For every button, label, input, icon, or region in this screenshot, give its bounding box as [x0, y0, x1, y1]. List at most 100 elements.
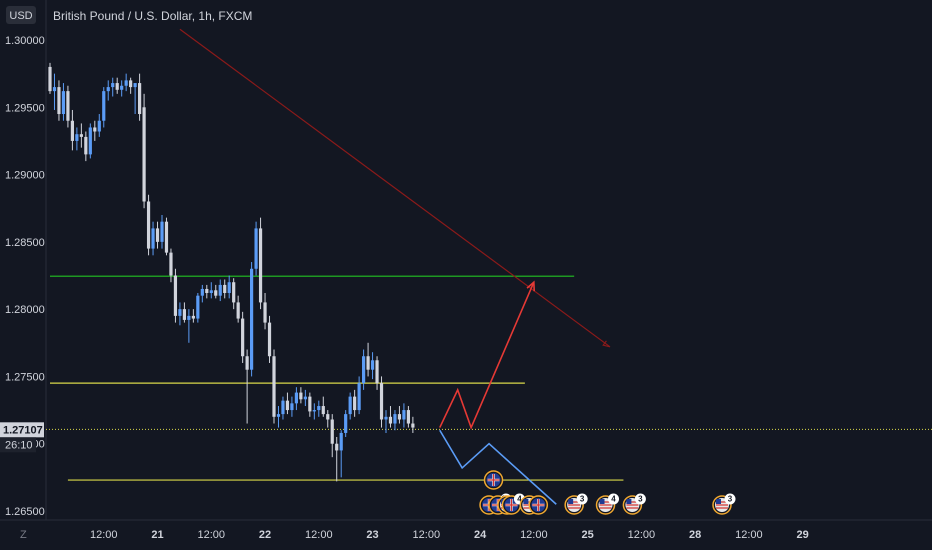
candle-body [61, 91, 66, 115]
event-count-badge [634, 493, 646, 505]
candle-body [142, 107, 146, 202]
event-marker[interactable] [528, 495, 549, 515]
candle [406, 406, 410, 428]
candle [178, 302, 182, 326]
candle [169, 248, 173, 283]
candle [155, 221, 160, 249]
event-count-text: 3 [728, 495, 733, 504]
candle [75, 127, 79, 151]
candle-body [84, 136, 88, 155]
candle [308, 392, 312, 417]
candle [330, 414, 334, 458]
candle [245, 349, 249, 424]
candle-body [294, 392, 298, 404]
candle [254, 221, 258, 276]
candle-body [299, 392, 303, 400]
candle [151, 221, 155, 256]
projection-up-path[interactable] [439, 281, 535, 430]
candle [272, 349, 276, 424]
candle [299, 387, 303, 404]
price-tag-text: 1.27107 [3, 424, 43, 436]
candle-body [191, 315, 195, 319]
candle-body [370, 360, 375, 370]
candle [321, 396, 325, 417]
candle [84, 131, 88, 162]
projection-up-arrowhead [526, 280, 536, 292]
candle-body [164, 221, 169, 253]
candle-body [326, 414, 330, 420]
projection-down-path[interactable] [439, 429, 557, 505]
event-marker[interactable]: 3 [622, 493, 646, 515]
candle-body [281, 400, 285, 415]
candle-body [397, 414, 402, 420]
candle [223, 279, 227, 299]
candle-body [393, 414, 397, 424]
x-tick-label: 29 [797, 529, 809, 541]
candle-body [52, 87, 57, 92]
downtrend-line[interactable] [179, 28, 611, 348]
candle [326, 410, 330, 428]
candle-body [155, 228, 160, 242]
candle [379, 376, 384, 428]
candle [173, 268, 178, 323]
candle-body [205, 288, 209, 293]
candle-body [276, 414, 281, 417]
event-marker[interactable]: 4 [595, 493, 620, 515]
event-marker[interactable]: 3 [564, 493, 588, 515]
candle-body [348, 396, 352, 415]
candles-layer [48, 62, 415, 482]
candle-body [308, 396, 312, 412]
candle [196, 292, 200, 323]
candle-body [214, 290, 218, 296]
candle [70, 109, 74, 151]
countdown-background [0, 437, 36, 453]
event-count-badge [724, 493, 736, 505]
candle-body [93, 127, 97, 132]
event-count-text: 3 [580, 495, 585, 504]
candle [263, 292, 267, 330]
x-tick-label: 12:00 [413, 529, 441, 541]
candle [258, 217, 263, 310]
candle-body [129, 80, 133, 88]
candle [57, 80, 61, 121]
candle [232, 278, 236, 310]
currency-badge[interactable] [6, 6, 36, 24]
candle-body [97, 120, 101, 132]
event-count-text: 4 [517, 495, 522, 504]
current-price-tag: 1.27107 [0, 422, 44, 438]
event-marker[interactable] [483, 470, 504, 490]
candle-body [182, 309, 186, 320]
candle-body [321, 406, 325, 415]
candle [61, 83, 66, 121]
candle [124, 73, 128, 92]
candle-body [267, 322, 272, 357]
event-marker[interactable]: 3 [712, 493, 736, 515]
candle [236, 295, 240, 323]
candle [281, 396, 285, 420]
us-flag-canton [523, 499, 529, 504]
candle [182, 302, 186, 323]
candle-body [146, 201, 151, 249]
candle [79, 123, 83, 148]
x-tick-label: 12:00 [735, 529, 763, 541]
x-tick-label: 25 [581, 529, 593, 541]
candle [348, 392, 352, 420]
candle-body [160, 221, 164, 242]
event-marker[interactable]: 4 [501, 493, 525, 515]
candle-body [173, 275, 178, 316]
y-tick-label: 1.26500 [5, 506, 45, 518]
x-tick-label: 12:00 [520, 529, 548, 541]
candle [52, 73, 57, 110]
candle [97, 114, 101, 137]
candle-body [375, 360, 379, 384]
candle-body [250, 268, 254, 370]
candle-body [236, 302, 240, 319]
candle [357, 376, 361, 415]
zoom-icon[interactable]: Z [20, 529, 27, 541]
y-tick-label: 1.29000 [5, 170, 45, 182]
candle [93, 120, 97, 141]
candle-body [178, 309, 182, 316]
candle-body [411, 423, 415, 428]
